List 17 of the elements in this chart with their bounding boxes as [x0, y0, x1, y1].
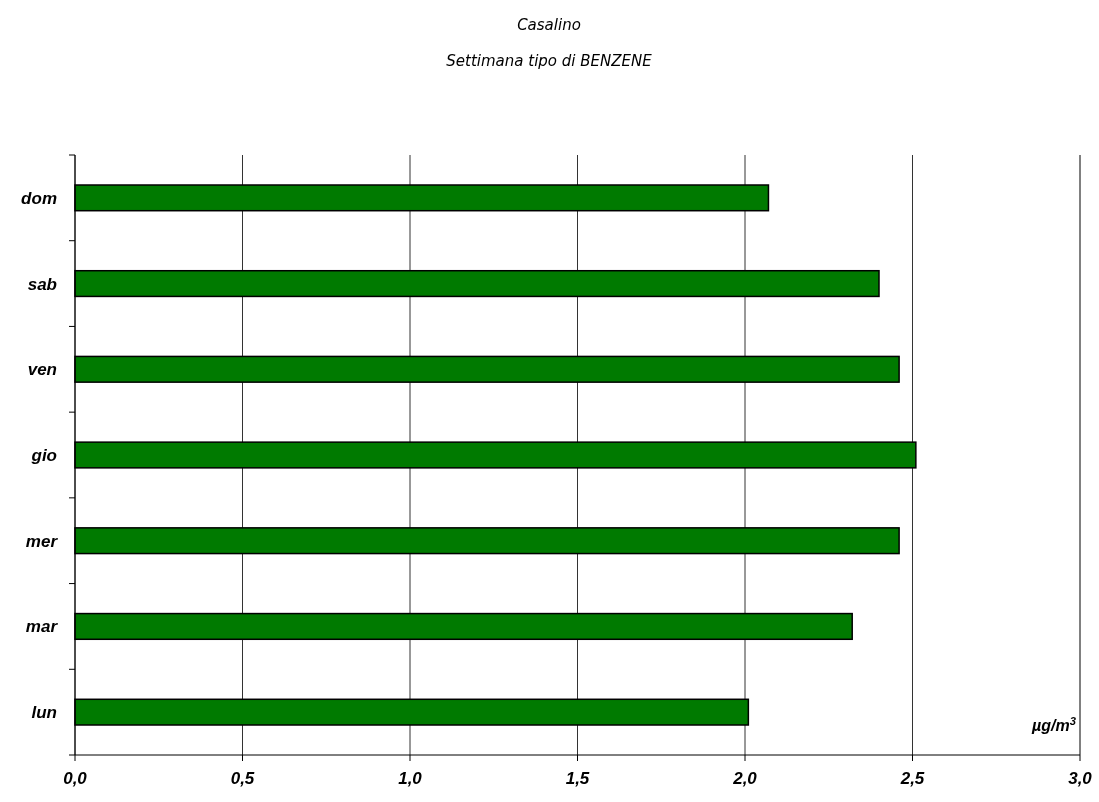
- y-tick-label: lun: [31, 703, 57, 723]
- y-tick-label: mer: [25, 531, 59, 551]
- y-tick-label: ven: [27, 360, 57, 380]
- x-tick-label: 1,5: [565, 769, 590, 788]
- x-tick-label: 0,0: [63, 769, 88, 788]
- x-tick-label: 1,0: [398, 769, 423, 788]
- y-tick-label: sab: [27, 274, 57, 294]
- y-tick-label: gio: [30, 446, 57, 465]
- chart-title: Casalino: [517, 16, 581, 34]
- x-tick-label: 2,5: [899, 769, 925, 788]
- x-tick-label: 2,0: [732, 769, 758, 788]
- x-tick-label: 3,0: [1068, 769, 1093, 788]
- x-tick-label: 0,5: [230, 769, 255, 788]
- y-tick-label: mar: [25, 617, 59, 637]
- chart-subtitle: Settimana tipo di BENZENE: [446, 52, 653, 70]
- y-tick-label: dom: [21, 188, 57, 208]
- x-axis-title: µg/m$^{3}$: [1031, 715, 1077, 734]
